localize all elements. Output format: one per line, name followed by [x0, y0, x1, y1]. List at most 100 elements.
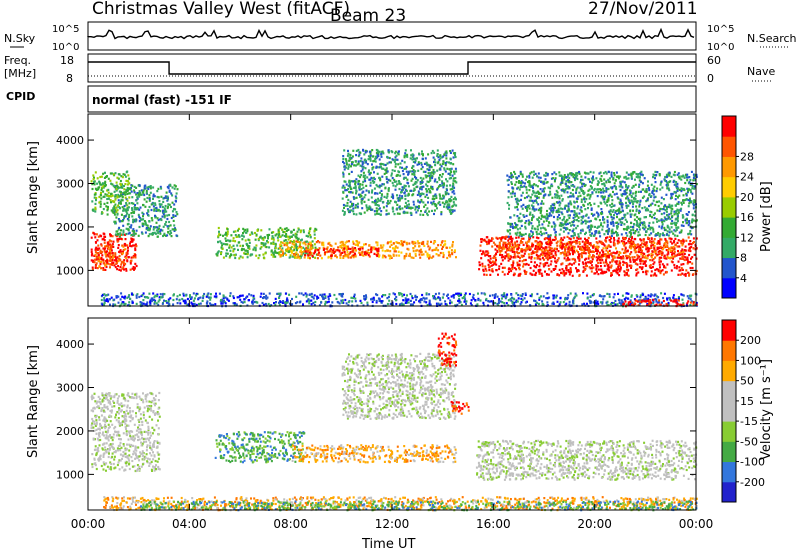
- power-cell: [279, 243, 282, 246]
- noise-right-tick-bottom: 10^0: [707, 42, 734, 53]
- power-cell: [537, 237, 540, 240]
- power-cell: [136, 207, 139, 210]
- power-cell: [391, 181, 394, 184]
- power-cell: [298, 245, 301, 248]
- power-cell: [598, 219, 601, 222]
- power-cell: [164, 204, 167, 208]
- power-cell: [382, 206, 385, 209]
- power-cell: [695, 183, 698, 186]
- power-cell: [436, 187, 439, 190]
- power-cell: [163, 196, 166, 200]
- power-cell: [90, 254, 93, 257]
- power-cell: [585, 241, 588, 245]
- power-cell: [134, 247, 137, 250]
- power-cell: [511, 250, 514, 253]
- power-cell: [360, 212, 363, 216]
- power-cell: [112, 240, 115, 243]
- power-cell: [618, 260, 621, 263]
- power-cell: [116, 238, 119, 241]
- power-cell: [680, 229, 683, 232]
- power-cell: [559, 240, 562, 243]
- power-cell: [447, 206, 450, 209]
- power-cell: [362, 161, 365, 164]
- power-cell: [115, 257, 118, 260]
- power-cell: [550, 250, 553, 253]
- power-cell: [619, 200, 622, 203]
- power-cell: [416, 193, 419, 196]
- power-cell: [106, 201, 109, 204]
- power-cell: [657, 204, 660, 208]
- power-cell: [390, 172, 393, 175]
- power-cell: [530, 260, 533, 263]
- power-cell: [526, 205, 529, 208]
- power-cell: [162, 225, 165, 228]
- power-cell: [278, 253, 281, 256]
- power-cell: [274, 255, 277, 258]
- power-cell: [160, 187, 163, 190]
- power-cell: [567, 209, 570, 212]
- power-cell: [564, 249, 567, 252]
- power-cell: [280, 241, 283, 244]
- power-cell: [691, 226, 694, 229]
- power-cell: [334, 242, 337, 245]
- power-cell: [401, 186, 404, 189]
- power-cell: [287, 238, 290, 241]
- power-cell: [422, 243, 425, 246]
- power-cell: [683, 176, 686, 179]
- power-cell: [524, 178, 527, 181]
- power-cell: [602, 218, 604, 221]
- power-cell: [554, 247, 557, 250]
- power-cell: [491, 245, 494, 248]
- power-cell: [488, 239, 491, 242]
- power-cell: [116, 195, 119, 198]
- power-cell: [376, 204, 379, 207]
- power-cell: [492, 241, 495, 244]
- power-cell: [96, 182, 99, 185]
- power-cell: [435, 203, 438, 206]
- power-cell: [642, 270, 645, 274]
- power-cell: [403, 167, 406, 170]
- power-cell: [538, 207, 541, 210]
- power-cell: [438, 193, 441, 196]
- power-cell: [300, 249, 302, 252]
- power-cell: [441, 197, 444, 200]
- power-cell: [513, 170, 516, 174]
- power-cell: [359, 151, 362, 154]
- power-cell: [157, 218, 160, 222]
- power-cell: [543, 258, 545, 261]
- power-cell: [298, 240, 300, 244]
- power-cell: [109, 192, 112, 195]
- power-cell: [519, 220, 522, 223]
- power-cell: [652, 244, 655, 247]
- power-cell: [675, 267, 678, 270]
- power-cell: [556, 194, 559, 197]
- power-cell: [658, 256, 661, 259]
- power-cell: [618, 274, 621, 277]
- power-cell: [485, 273, 488, 276]
- power-cell: [508, 245, 511, 248]
- power-cell: [561, 175, 564, 178]
- power-cell: [533, 173, 536, 176]
- power-cell: [673, 190, 676, 194]
- power-cell: [246, 228, 249, 231]
- power-cell: [136, 202, 139, 205]
- power-cell: [376, 212, 378, 215]
- power-cell: [530, 255, 533, 258]
- power-cell: [533, 191, 535, 194]
- power-cell: [241, 238, 244, 241]
- power-cell: [426, 212, 428, 215]
- power-cell: [246, 230, 249, 233]
- power-cell: [630, 239, 633, 242]
- power-cell: [305, 246, 308, 249]
- power-cell: [573, 249, 576, 253]
- power-cell: [127, 249, 129, 252]
- power-cell: [152, 186, 155, 189]
- power-cell: [100, 267, 103, 270]
- power-cell: [546, 255, 549, 259]
- power-cell: [421, 157, 424, 160]
- power-cell: [433, 203, 436, 206]
- power-cell: [580, 229, 582, 232]
- power-cell: [525, 241, 528, 244]
- power-cell: [451, 253, 454, 256]
- power-cell: [362, 166, 365, 169]
